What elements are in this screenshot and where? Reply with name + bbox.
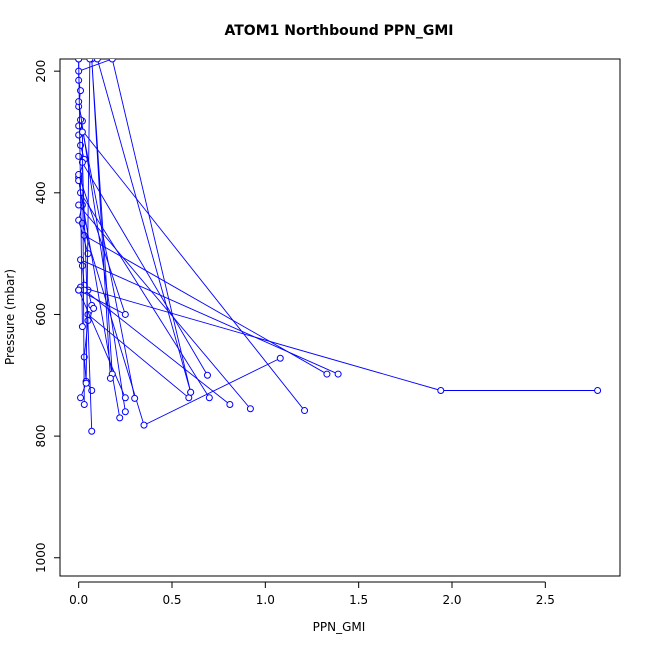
data-point: [594, 386, 602, 394]
data-point: [108, 59, 116, 63]
data-point: [116, 414, 124, 422]
series-line: [96, 59, 192, 393]
data-point: [203, 371, 211, 379]
data-point: [75, 286, 83, 294]
data-point: [437, 386, 445, 394]
data-point: [75, 98, 83, 106]
data-point: [86, 59, 94, 63]
series-line: [80, 119, 136, 399]
data-point: [301, 407, 309, 415]
x-axis-label: PPN_GMI: [313, 620, 366, 634]
series-line: [81, 131, 85, 405]
data-point: [80, 400, 88, 408]
y-tick-label: 600: [34, 303, 48, 326]
data-point: [226, 400, 234, 408]
x-tick-label: 1.5: [349, 593, 368, 607]
series-line: [78, 59, 83, 327]
data-point: [187, 388, 195, 396]
data-point: [205, 394, 213, 402]
data-point: [82, 379, 90, 387]
data-point: [276, 354, 284, 362]
data-point: [77, 116, 85, 124]
data-point: [77, 87, 85, 95]
x-tick-label: 2.5: [536, 593, 555, 607]
data-point: [121, 310, 129, 318]
series-line: [84, 234, 328, 375]
data-point: [88, 427, 96, 435]
x-axis: 0.0 0.5 1.0 1.5 2.0 2.5: [69, 581, 555, 607]
series-line: [78, 125, 305, 411]
data-point: [75, 201, 83, 209]
series-line: [83, 289, 231, 405]
x-tick-label: 0.5: [162, 593, 181, 607]
series-line: [91, 59, 113, 379]
data-point: [77, 141, 85, 149]
data-point: [78, 262, 86, 270]
data-point: [106, 374, 114, 382]
x-tick-label: 0.0: [69, 593, 88, 607]
y-axis-label: Pressure (mbar): [3, 269, 17, 365]
series-line: [80, 192, 210, 399]
data-point: [334, 370, 342, 378]
data-point: [121, 394, 129, 402]
data-point: [75, 171, 83, 179]
data-point: [75, 152, 83, 160]
series-line: [78, 101, 126, 412]
y-tick-label: 800: [34, 425, 48, 448]
data-point: [140, 421, 148, 429]
data-point: [246, 405, 254, 413]
data-point: [78, 323, 86, 331]
series-line: [80, 259, 339, 375]
y-axis: 200 400 600 800 1000: [34, 60, 61, 573]
plot-frame: [59, 58, 621, 577]
series-line: [87, 314, 190, 399]
data-point: [93, 59, 101, 63]
data-point: [77, 394, 85, 402]
data-point: [121, 408, 129, 416]
y-tick-label: 400: [34, 181, 48, 204]
data-point: [131, 394, 139, 402]
data-area: [75, 59, 602, 435]
x-tick-label: 1.0: [256, 593, 275, 607]
data-point: [75, 59, 83, 63]
chart-title: ATOM1 Northbound PPN_GMI: [225, 23, 454, 39]
y-tick-label: 1000: [34, 542, 48, 573]
data-point: [323, 370, 331, 378]
data-point: [78, 128, 86, 136]
data-point: [75, 122, 83, 130]
data-point: [88, 386, 96, 394]
series-line: [78, 289, 126, 398]
series-line: [78, 204, 251, 410]
data-point: [90, 304, 98, 312]
x-tick-label: 2.0: [442, 593, 461, 607]
y-tick-label: 200: [34, 60, 48, 83]
data-point: [77, 256, 85, 264]
